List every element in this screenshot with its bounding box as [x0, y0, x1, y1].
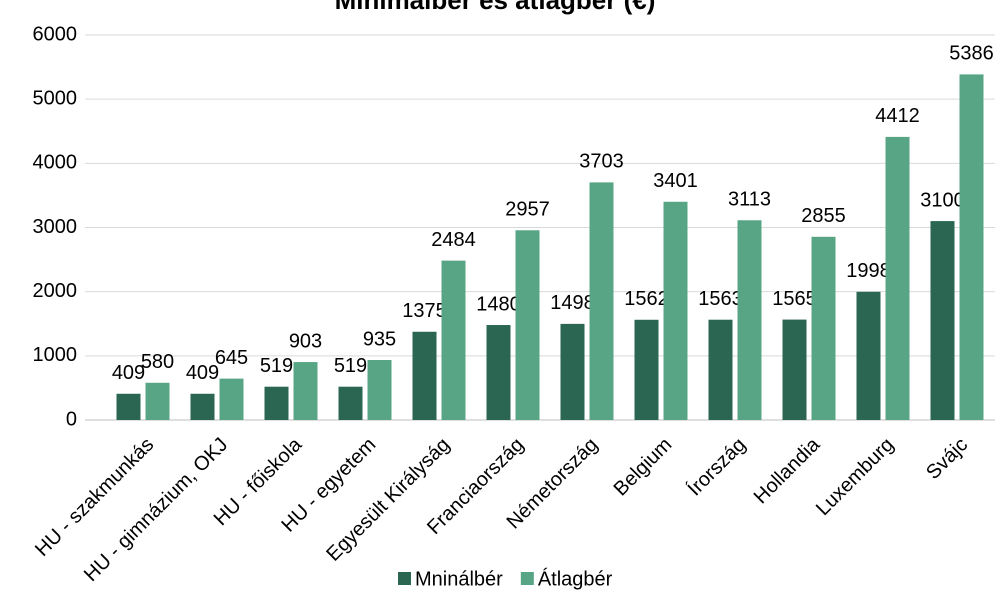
- bar: [811, 236, 836, 420]
- bar: [589, 182, 614, 420]
- x-tick-label: Írország: [683, 433, 750, 500]
- bar: [441, 260, 466, 420]
- value-label: 2855: [801, 205, 846, 227]
- value-label: 3703: [579, 151, 624, 173]
- bar: [264, 386, 289, 420]
- bar: [515, 230, 540, 420]
- bar: [856, 291, 881, 420]
- value-label: 4412: [875, 105, 920, 127]
- value-label: 1498: [550, 292, 595, 314]
- bar: [486, 325, 511, 420]
- bar: [930, 221, 955, 420]
- value-label: 2484: [431, 229, 476, 251]
- value-label: 519: [334, 355, 367, 377]
- bar: [293, 362, 318, 420]
- value-label: 1563: [698, 288, 743, 310]
- value-label: 1480: [476, 293, 521, 315]
- y-tick-label: 6000: [33, 23, 78, 45]
- x-tick-label: Egyesült Királyság: [322, 434, 454, 566]
- value-label: 1375: [402, 300, 447, 322]
- value-label: 580: [141, 351, 174, 373]
- value-label: 3401: [653, 170, 698, 192]
- y-tick-label: 3000: [33, 216, 78, 238]
- value-label: 2957: [505, 199, 550, 221]
- bar: [634, 319, 659, 420]
- bar: [885, 136, 910, 420]
- y-tick-label: 2000: [33, 280, 78, 302]
- y-tick-label: 4000: [33, 152, 78, 174]
- value-label: 409: [112, 362, 145, 384]
- chart-title: Minimálbér és átlagbér (€): [335, 0, 656, 15]
- bar: [190, 393, 215, 420]
- bar: [219, 378, 244, 420]
- bar: [560, 323, 585, 420]
- value-label: 409: [186, 362, 219, 384]
- legend-swatch: [398, 572, 411, 585]
- y-tick-label: 5000: [33, 87, 78, 109]
- legend-label: Átlagbér: [538, 567, 613, 590]
- y-tick-label: 0: [66, 408, 77, 430]
- value-label: 1565: [772, 288, 817, 310]
- bar: [708, 319, 733, 420]
- value-label: 1998: [846, 260, 891, 282]
- legend-swatch: [520, 572, 534, 585]
- value-label: 519: [260, 355, 293, 377]
- y-tick-label: 1000: [33, 344, 78, 366]
- bar: [338, 386, 363, 420]
- bar: [367, 360, 392, 420]
- legend-label: Mninálbér: [415, 568, 503, 590]
- x-tick-label: Belgium: [610, 434, 677, 501]
- bar: [663, 201, 688, 420]
- bar: [145, 382, 170, 420]
- value-label: 3113: [728, 189, 771, 211]
- bar: [737, 220, 762, 420]
- bar: [959, 74, 984, 421]
- x-tick-label: Luxemburg: [812, 434, 898, 520]
- value-label: 645: [215, 347, 248, 369]
- x-tick-label: Svájc: [922, 434, 972, 484]
- value-label: 935: [363, 328, 396, 350]
- bar: [116, 393, 141, 420]
- value-label: 1562: [624, 288, 669, 310]
- x-tick-label: HU - gimnázium, OKJ: [80, 434, 232, 586]
- x-tick-label: Hollandia: [750, 433, 825, 508]
- bar: [412, 331, 437, 420]
- value-label: 3100: [920, 189, 965, 211]
- bar: [782, 319, 807, 420]
- value-label: 903: [289, 330, 322, 352]
- value-label: 5386: [949, 43, 994, 65]
